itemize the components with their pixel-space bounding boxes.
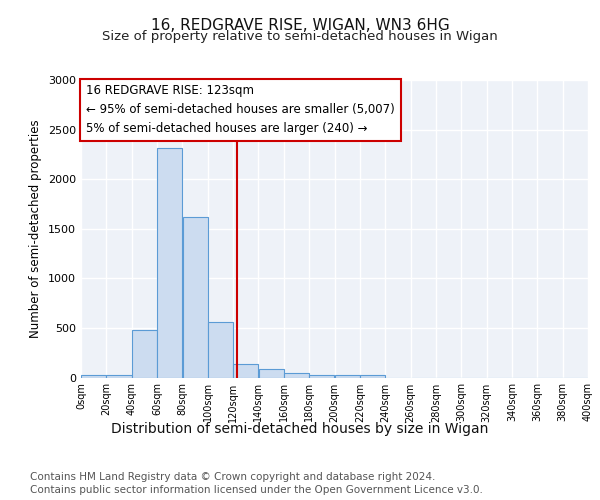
Text: Contains public sector information licensed under the Open Government Licence v3: Contains public sector information licen…: [30, 485, 483, 495]
Bar: [335, 374, 360, 378]
Bar: [360, 375, 385, 378]
Bar: [106, 374, 131, 378]
Text: 16, REDGRAVE RISE, WIGAN, WN3 6HG: 16, REDGRAVE RISE, WIGAN, WN3 6HG: [151, 18, 449, 32]
Bar: [233, 364, 259, 378]
Bar: [208, 322, 233, 378]
Y-axis label: Number of semi-detached properties: Number of semi-detached properties: [29, 120, 43, 338]
Bar: [182, 217, 208, 378]
Bar: [259, 369, 284, 378]
Bar: [132, 330, 157, 378]
Bar: [284, 373, 309, 378]
Text: Distribution of semi-detached houses by size in Wigan: Distribution of semi-detached houses by …: [112, 422, 488, 436]
Bar: [81, 375, 106, 378]
Bar: [309, 375, 334, 378]
Text: Contains HM Land Registry data © Crown copyright and database right 2024.: Contains HM Land Registry data © Crown c…: [30, 472, 436, 482]
Text: Size of property relative to semi-detached houses in Wigan: Size of property relative to semi-detach…: [102, 30, 498, 43]
Text: 16 REDGRAVE RISE: 123sqm
← 95% of semi-detached houses are smaller (5,007)
5% of: 16 REDGRAVE RISE: 123sqm ← 95% of semi-d…: [86, 84, 395, 136]
Bar: [157, 148, 182, 378]
